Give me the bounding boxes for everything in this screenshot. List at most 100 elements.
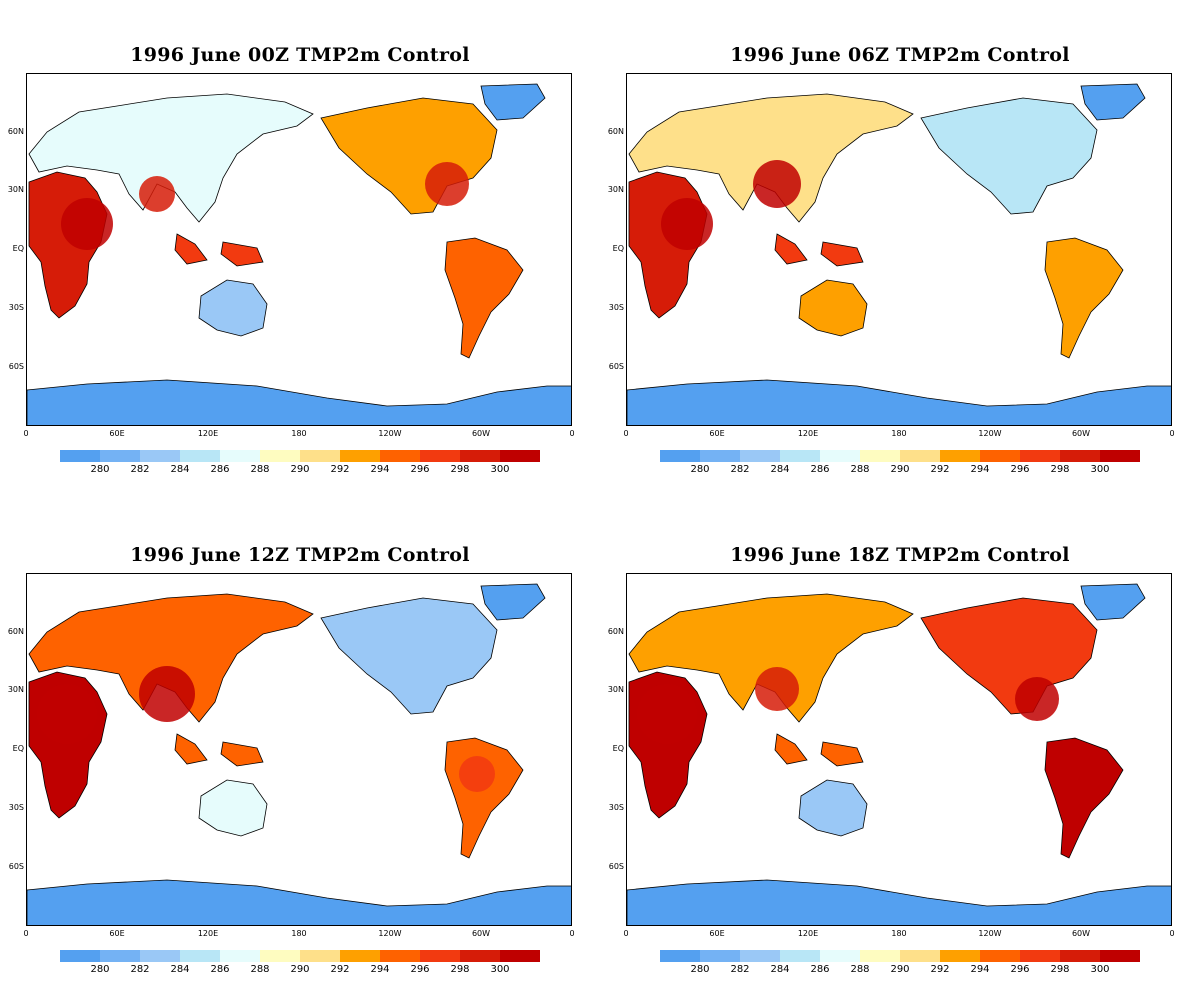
lon-tick-label: 120E <box>197 429 219 438</box>
colorbar-swatch <box>820 950 860 962</box>
colorbar-swatch <box>940 450 980 462</box>
colorbar-label: 300 <box>1090 964 1110 975</box>
colorbar-label: 290 <box>890 964 910 975</box>
colorbar-label: 296 <box>410 964 430 975</box>
lon-tick-label: 120W <box>978 929 1002 938</box>
lon-tick-label: 120W <box>978 429 1002 438</box>
samerica-landmass <box>444 737 524 859</box>
lat-tick-label: 60N <box>7 627 24 636</box>
colorbar-label: 296 <box>410 464 430 475</box>
lon-tick-label: 0 <box>569 929 575 938</box>
colorbar-swatch <box>380 950 420 962</box>
colorbar-swatch <box>780 450 820 462</box>
australia-landmass <box>198 279 268 337</box>
colorbar-swatch <box>1060 450 1100 462</box>
lat-tick-label: 30S <box>608 803 624 812</box>
seasia-landmass <box>174 233 264 267</box>
namerica-landmass <box>320 597 498 715</box>
colorbar <box>660 950 1140 962</box>
lat-tick-label: 60S <box>8 362 24 371</box>
colorbar-swatch <box>220 950 260 962</box>
lon-tick-label: 60E <box>109 929 125 938</box>
seasia-landmass <box>174 733 264 767</box>
antarctica-landmass <box>627 379 1171 425</box>
colorbar-label: 288 <box>250 464 270 475</box>
colorbar-swatch <box>860 950 900 962</box>
colorbar-label: 292 <box>930 964 950 975</box>
colorbar-swatch <box>100 950 140 962</box>
lon-tick-label: 120W <box>378 929 402 938</box>
temperature-patch <box>1015 677 1059 721</box>
temperature-patch <box>755 667 799 711</box>
colorbar-label: 294 <box>970 464 990 475</box>
australia-landmass <box>798 279 868 337</box>
colorbar-swatch <box>1100 950 1140 962</box>
colorbar-swatch <box>140 950 180 962</box>
colorbar-label: 286 <box>210 464 230 475</box>
colorbar-swatch <box>60 450 100 462</box>
colorbar-swatch <box>460 450 500 462</box>
colorbar <box>60 450 540 462</box>
lat-tick-label: 60S <box>608 862 624 871</box>
colorbar-label: 294 <box>370 464 390 475</box>
colorbar-label: 288 <box>250 964 270 975</box>
eurasia-landmass <box>628 593 914 723</box>
colorbar-label: 282 <box>130 464 150 475</box>
temperature-patch <box>37 684 97 744</box>
colorbar-swatch <box>500 450 540 462</box>
lat-tick-label: 60N <box>607 127 624 136</box>
colorbar-label: 300 <box>490 964 510 975</box>
temperature-map <box>626 573 1172 926</box>
lat-tick-label: 60N <box>607 627 624 636</box>
temperature-patch <box>753 160 801 208</box>
colorbar-label: 284 <box>770 464 790 475</box>
colorbar-label: 298 <box>450 464 470 475</box>
colorbar-label: 296 <box>1010 464 1030 475</box>
colorbar-label: 282 <box>130 964 150 975</box>
colorbar-swatch <box>660 450 700 462</box>
lon-tick-label: 60W <box>1071 429 1091 438</box>
colorbar-label: 284 <box>170 964 190 975</box>
lon-tick-label: 180 <box>291 429 307 438</box>
colorbar-label: 282 <box>730 964 750 975</box>
lon-tick-label: 180 <box>291 929 307 938</box>
lat-tick-label: 60N <box>7 127 24 136</box>
colorbar-swatch <box>900 450 940 462</box>
colorbar-swatch <box>460 950 500 962</box>
colorbar-swatch <box>420 950 460 962</box>
colorbar-label: 298 <box>1050 964 1070 975</box>
eurasia-landmass <box>28 93 314 223</box>
lat-tick-label: 30N <box>7 685 24 694</box>
colorbar-label: 290 <box>290 464 310 475</box>
namerica-landmass <box>320 97 498 215</box>
temperature-map <box>26 573 572 926</box>
colorbar-swatch <box>300 950 340 962</box>
greenland-landmass <box>480 83 546 121</box>
colorbar-label: 284 <box>170 464 190 475</box>
colorbar-label: 286 <box>810 464 830 475</box>
colorbar-label: 290 <box>290 964 310 975</box>
lon-tick-label: 60E <box>709 929 725 938</box>
temperature-patch <box>139 176 175 212</box>
lon-tick-label: 120W <box>378 429 402 438</box>
samerica-landmass <box>1044 737 1124 859</box>
colorbar-swatch <box>900 950 940 962</box>
lon-tick-label: 180 <box>891 429 907 438</box>
lon-tick-label: 180 <box>891 929 907 938</box>
colorbar-swatch <box>780 950 820 962</box>
panel-title: 1996 June 18Z TMP2m Control <box>730 544 1070 566</box>
colorbar-label: 292 <box>930 464 950 475</box>
map-canvas <box>627 83 1171 425</box>
colorbar-swatch <box>740 950 780 962</box>
lon-tick-label: 0 <box>1169 429 1175 438</box>
map-canvas <box>27 583 571 925</box>
colorbar-swatch <box>180 950 220 962</box>
colorbar-swatch <box>940 950 980 962</box>
colorbar-swatch <box>700 950 740 962</box>
colorbar-label: 296 <box>1010 964 1030 975</box>
antarctica-landmass <box>27 879 571 925</box>
lon-tick-label: 60W <box>471 429 491 438</box>
antarctica-landmass <box>27 379 571 425</box>
lat-tick-label: 30N <box>7 185 24 194</box>
colorbar-swatch <box>980 950 1020 962</box>
